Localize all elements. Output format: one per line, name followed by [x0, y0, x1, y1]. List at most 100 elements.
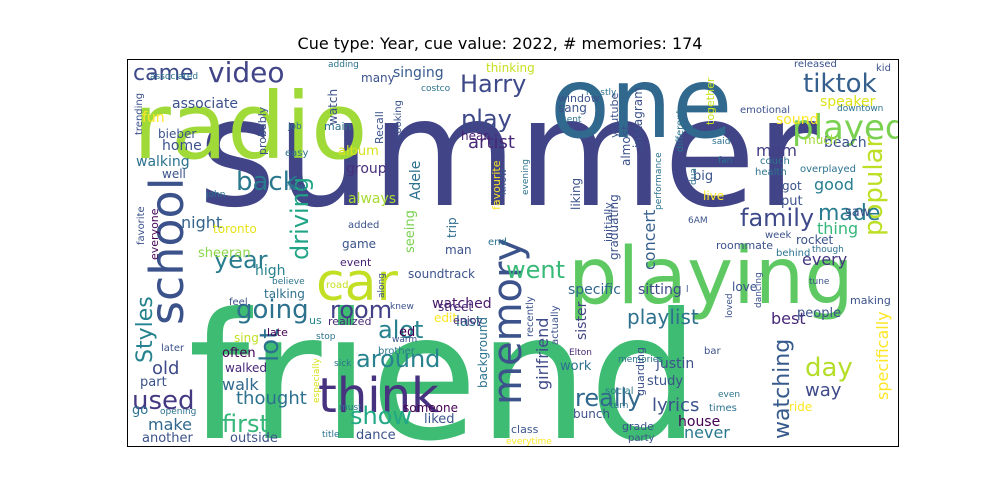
word-adding: adding — [328, 60, 359, 70]
word-associated: associated — [150, 72, 198, 82]
word-grade: grade — [622, 420, 654, 433]
word-toronto: toronto — [213, 222, 257, 236]
word-made: made — [818, 201, 880, 226]
word-edit: edit — [434, 311, 457, 325]
word-lot: lot — [255, 329, 285, 362]
word-outside: outside — [230, 431, 278, 446]
word-different: different — [675, 109, 686, 152]
word-talking: talking — [264, 287, 305, 301]
word-late: late — [267, 326, 288, 339]
word-performance: performance — [654, 152, 664, 210]
word-bieber: bieber — [158, 127, 196, 141]
word-big: big — [693, 169, 713, 184]
word-specifically: specifically — [873, 311, 892, 400]
word-thing: thing — [817, 219, 858, 238]
word-watching: watching — [770, 339, 795, 439]
word-times: times — [709, 403, 737, 414]
word-soundtrack: soundtrack — [408, 267, 475, 281]
word-day: day — [805, 353, 853, 383]
word-recently: recently — [525, 296, 536, 337]
word-us: us — [309, 314, 322, 327]
word-lyrics: lyrics — [652, 395, 699, 416]
word-part: part — [140, 375, 167, 390]
word-make: make — [148, 415, 192, 434]
word-kid: kid — [876, 63, 891, 74]
word-dance: dance — [356, 428, 396, 443]
word-liking: liking — [569, 178, 583, 210]
word-work: work — [560, 359, 592, 374]
word-specific: specific — [568, 282, 621, 298]
word-concert: concert — [640, 210, 659, 270]
word-said: said — [712, 137, 730, 147]
word-back: back — [236, 167, 298, 197]
word-bar: bar — [704, 346, 721, 357]
word-justin: justin — [655, 356, 694, 372]
word-evening: evening — [521, 159, 531, 195]
word-used: used — [132, 386, 195, 416]
word-trending: trending — [134, 93, 145, 135]
word-almost: almost — [619, 125, 633, 166]
word-watch: watch — [326, 89, 340, 125]
word-event: event — [340, 256, 372, 269]
word-playing: playing — [568, 232, 854, 322]
word-overplayed: overplayed — [800, 164, 856, 175]
word-road: road — [326, 280, 349, 291]
word-l: l — [686, 285, 689, 295]
word-couch: couch — [760, 156, 790, 167]
word-job: job — [287, 122, 302, 132]
word-later: later — [161, 343, 185, 354]
word-tune: tune — [809, 277, 830, 287]
word-memory: memory — [485, 238, 531, 405]
word-youtube: youtube — [608, 93, 621, 138]
word-emotional: emotional — [740, 105, 790, 116]
word-behind: behind — [776, 248, 810, 259]
word-hear: hear — [461, 129, 488, 143]
word-video: video — [208, 60, 284, 89]
word-dancing: dancing — [754, 272, 764, 308]
word-one: one — [550, 60, 732, 161]
word-enjoy: enjoy — [453, 314, 484, 327]
word-seeing: seeing — [403, 210, 418, 253]
word-go: go — [132, 403, 148, 418]
word-house: house — [678, 414, 720, 430]
word-graduating: graduating — [607, 194, 621, 260]
word-released: released — [794, 60, 837, 70]
word-always: always — [348, 191, 396, 207]
word-favourite: favourite — [490, 160, 503, 210]
word-bunch: bunch — [573, 407, 610, 421]
word-love: love — [732, 280, 757, 294]
word-watched: watched — [432, 296, 492, 312]
word-even: even — [718, 390, 740, 400]
word-ed: ed — [399, 325, 415, 340]
word-class: class — [511, 423, 539, 436]
word-recall: Recall — [373, 111, 386, 144]
word-many: many — [361, 71, 395, 85]
word-artist: artist — [468, 132, 515, 153]
word-sang: sang — [558, 101, 587, 115]
word-social: social — [605, 386, 634, 397]
word-every: every — [802, 250, 847, 269]
word-high: high — [255, 263, 286, 279]
word-fan: fan — [718, 156, 732, 166]
word-way: way — [805, 380, 842, 401]
word-got: got — [782, 179, 802, 193]
word-added: added — [348, 220, 379, 231]
word-play: play — [461, 105, 512, 133]
word-walking: walking — [136, 154, 190, 170]
word-first: first — [222, 410, 269, 438]
word-cooking: cooking — [393, 100, 404, 139]
word-probably: probably — [256, 106, 269, 155]
word-live: live — [703, 189, 724, 203]
word-sick: sick — [334, 359, 352, 369]
word-together: together — [704, 77, 717, 125]
word-associate: associate — [172, 96, 238, 112]
word-harry: Harry — [460, 70, 526, 98]
word-really: really — [575, 384, 641, 412]
word-window: window — [558, 92, 600, 105]
word-sing: sing — [234, 331, 259, 345]
word-opening: opening — [160, 407, 196, 417]
word-beach: beach — [824, 135, 867, 151]
word-show: show — [350, 402, 412, 430]
word-elton: Elton — [569, 348, 592, 358]
word-last: last — [456, 314, 482, 330]
